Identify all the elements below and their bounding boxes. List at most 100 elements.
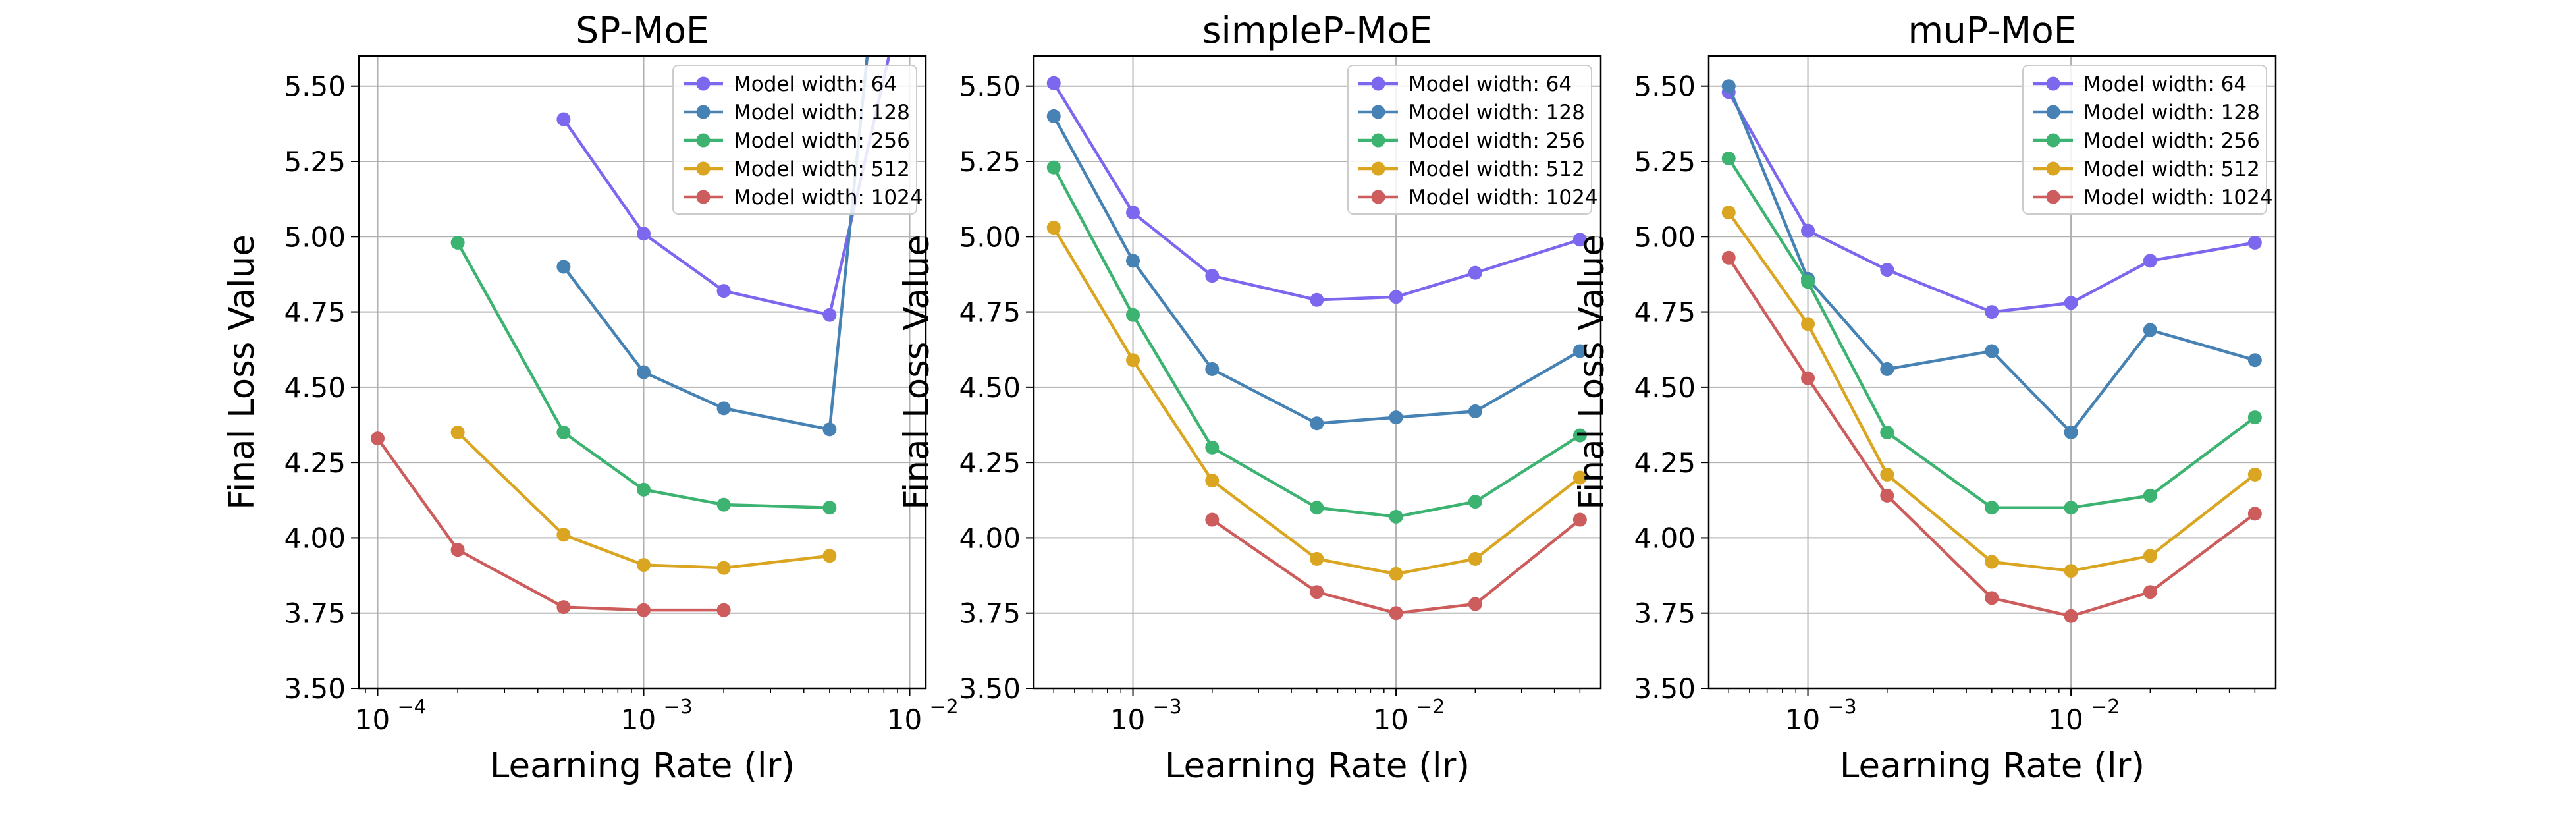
legend-marker (696, 105, 711, 119)
panel-3: 3.50 3.75 4.00 4.25 4.50 4.75 5.00 5.25 5.50 10 −3… (1572, 9, 2277, 786)
y-tick-label: 3.75 (959, 597, 1021, 630)
data-point (1389, 606, 1403, 621)
data-point (1985, 305, 1999, 319)
data-point (450, 543, 465, 557)
data-point (2143, 488, 2157, 503)
x-tick-exponent: −2 (2091, 696, 2120, 719)
data-point (1310, 292, 1324, 307)
data-point (1126, 353, 1140, 368)
data-point (716, 401, 731, 416)
legend-marker (1371, 76, 1385, 91)
data-point (1801, 317, 1815, 331)
axes-frame (1707, 55, 2277, 690)
x-tick-exponent: −3 (1828, 696, 1857, 719)
legend-marker (1371, 161, 1385, 176)
legend-marker (696, 161, 711, 176)
x-tick-label: 10 (1373, 704, 1408, 736)
data-point (1310, 585, 1324, 599)
data-point (1389, 567, 1403, 581)
y-tick-label: 5.25 (284, 146, 346, 178)
data-point (1468, 597, 1482, 611)
legend-label: Model width: 64 (2083, 72, 2247, 96)
y-tick-label: 5.00 (959, 221, 1021, 253)
y-axis-label: Final Loss Value (222, 235, 262, 510)
legend-label: Model width: 128 (734, 101, 910, 124)
y-tick-label: 3.75 (284, 597, 346, 630)
x-tick-exponent: −2 (929, 696, 958, 719)
data-point (1985, 344, 1999, 358)
y-axis-label: Final Loss Value (897, 235, 937, 510)
data-point (1572, 428, 1587, 443)
data-point (2247, 353, 2262, 368)
chart-title: muP-MoE (1908, 9, 2076, 51)
data-point (2064, 609, 2078, 623)
data-point (1046, 76, 1061, 90)
data-point (1985, 501, 1999, 515)
data-point (1468, 495, 1482, 509)
data-point (1572, 233, 1587, 247)
data-point (1205, 474, 1220, 488)
data-point (371, 431, 385, 446)
data-point (1985, 591, 1999, 605)
y-tick-label: 4.75 (1634, 296, 1696, 329)
legend-frame (672, 65, 917, 215)
data-point (1985, 555, 1999, 569)
y-tick-label: 5.50 (1634, 70, 1696, 103)
data-point (2064, 564, 2078, 578)
data-point (1721, 250, 1736, 265)
y-tick-label: 4.25 (284, 447, 346, 479)
legend-label: Model width: 64 (1409, 72, 1572, 96)
legend-marker (2046, 161, 2060, 176)
y-tick-label: 4.25 (959, 447, 1021, 479)
data-point (1880, 362, 1894, 376)
data-point (716, 497, 731, 512)
y-tick-label: 4.00 (1634, 522, 1696, 554)
legend: Model width: 64 Model width: 128 Model wid… (672, 65, 923, 215)
data-point (822, 549, 837, 563)
legend-label: Model width: 1024 (1409, 186, 1598, 209)
legend-label: Model width: 256 (2083, 129, 2260, 153)
data-point (1389, 509, 1403, 524)
data-point (1389, 410, 1403, 425)
data-point (1468, 551, 1482, 566)
legend-marker (1371, 133, 1385, 148)
data-point (2247, 507, 2262, 521)
data-point (1801, 371, 1815, 385)
data-point (1801, 275, 1815, 289)
x-axis-label: Learning Rate (lr) (1840, 746, 2145, 786)
data-point (636, 482, 651, 497)
data-point (716, 284, 731, 298)
x-axis-label: Learning Rate (lr) (1165, 746, 1470, 786)
legend-frame (2022, 65, 2267, 215)
x-axis-label: Learning Rate (lr) (490, 746, 795, 786)
data-point (2143, 323, 2157, 337)
y-tick-label: 4.00 (284, 522, 346, 554)
data-point (716, 561, 731, 575)
legend-label: Model width: 512 (1409, 157, 1585, 181)
data-point (450, 235, 465, 250)
data-point (1389, 290, 1403, 304)
legend-label: Model width: 256 (1409, 129, 1585, 153)
data-point (1126, 206, 1140, 220)
data-point (1126, 254, 1140, 268)
data-point (1880, 467, 1894, 482)
data-point (1468, 265, 1482, 280)
axes-frame (1033, 55, 1602, 690)
data-point (2247, 467, 2262, 482)
data-point (2143, 585, 2157, 599)
chart-title: simpleP-MoE (1202, 9, 1432, 51)
legend-label: Model width: 512 (2083, 157, 2260, 181)
legend-label: Model width: 1024 (2083, 186, 2273, 209)
x-tick-label: 10 (1785, 704, 1820, 736)
data-point (636, 365, 651, 379)
data-point (1801, 223, 1815, 238)
y-tick-label: 5.00 (284, 221, 346, 253)
data-point (1046, 160, 1061, 175)
data-point (822, 422, 837, 437)
legend-marker (2046, 105, 2060, 119)
y-tick-label: 4.75 (959, 296, 1021, 329)
data-point (1310, 501, 1324, 515)
y-tick-label: 5.50 (959, 70, 1021, 103)
x-tick-label: 10 (621, 704, 656, 736)
x-tick-exponent: −4 (398, 696, 427, 719)
